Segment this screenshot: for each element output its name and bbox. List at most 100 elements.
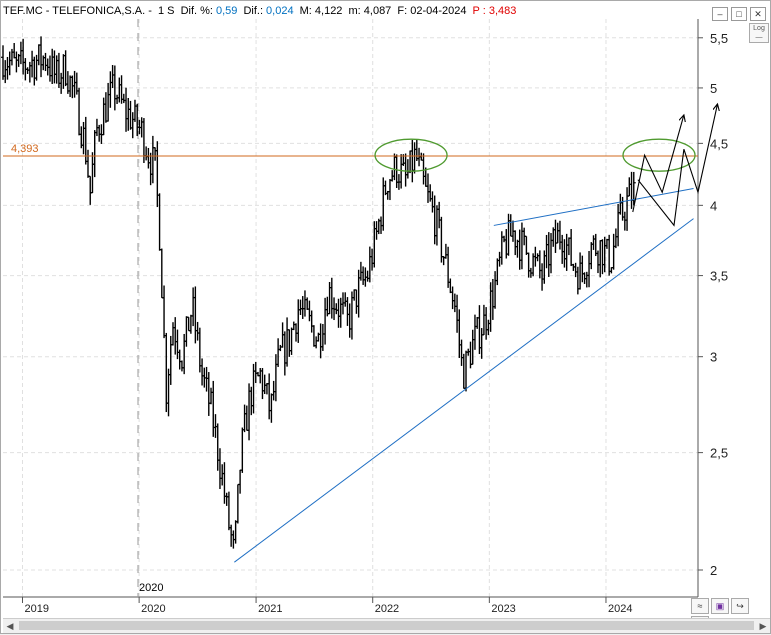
- price-bar: [575, 266, 580, 295]
- price-bar: [314, 336, 319, 349]
- price-bar: [101, 97, 106, 136]
- y-tick-label: 2: [710, 563, 717, 578]
- price-bar: [578, 252, 583, 290]
- price-bar: [305, 297, 310, 310]
- price-bar: [1, 45, 5, 80]
- close-icon[interactable]: ✕: [750, 7, 766, 21]
- price-bar: [535, 253, 540, 262]
- scroll-right-icon[interactable]: ▶: [759, 621, 767, 631]
- price-bar: [560, 234, 565, 264]
- price-bar: [209, 387, 214, 405]
- dif-value: 0,024: [266, 5, 294, 17]
- horizontal-scrollbar[interactable]: ◀ ▶: [3, 618, 770, 633]
- price-bar: [36, 44, 41, 66]
- price-bar: [549, 233, 554, 274]
- price-bar: [289, 327, 294, 355]
- price-bar: [419, 152, 424, 161]
- price-bar: [200, 358, 205, 386]
- y-tick-labels: 2 2,5 3 3,5 4 4,5 5 5,5: [710, 31, 728, 578]
- price-bar: [370, 248, 375, 271]
- price-bar: [493, 271, 498, 309]
- price-bar: [238, 469, 243, 494]
- price-bar: [43, 52, 48, 72]
- x-tick-label: 2023: [491, 603, 515, 615]
- price-bar: [193, 286, 198, 344]
- date-label: F: 02-04-2024: [397, 5, 467, 17]
- price-bar: [452, 293, 457, 313]
- minimize-icon[interactable]: –: [712, 7, 728, 21]
- price-bar: [294, 323, 299, 342]
- price-bar: [50, 48, 55, 85]
- price-bar: [448, 278, 453, 294]
- y-tick-label: 3: [710, 350, 717, 365]
- price-bar: [164, 332, 169, 413]
- price-bar: [499, 231, 504, 265]
- price-bar: [267, 373, 272, 420]
- scroll-left-icon[interactable]: ◀: [6, 621, 14, 631]
- price-bar: [9, 48, 14, 66]
- price-bar: [580, 255, 585, 283]
- quote-header: TEF.MC - TELEFONICA,S.A. - 1 S Dif. %: 0,…: [3, 3, 768, 19]
- fit-icon[interactable]: ≈: [691, 598, 709, 614]
- price-bar: [217, 448, 222, 490]
- price-bar: [327, 282, 332, 315]
- price-bar: [566, 237, 571, 256]
- maximize-icon[interactable]: □: [731, 7, 747, 21]
- price-bar: [260, 368, 265, 400]
- price-bar: [27, 61, 32, 83]
- ticker-label: TEF.MC - TELEFONICA,S.A. -: [3, 5, 152, 17]
- price-bar: [553, 219, 558, 253]
- pin-icon[interactable]: ↪: [731, 598, 749, 614]
- price-bar: [269, 393, 274, 423]
- price-bar: [273, 354, 278, 402]
- x-tick-label: 2019: [24, 603, 48, 615]
- price-bar: [524, 235, 529, 255]
- price-bar: [282, 331, 287, 376]
- price-bar: [459, 339, 464, 366]
- price-bar: [600, 239, 605, 275]
- price-bar: [394, 154, 399, 188]
- price-bar: [385, 190, 390, 200]
- y-tick-label: 2,5: [710, 446, 728, 461]
- price-bar: [173, 317, 178, 355]
- price-bar: [513, 230, 518, 256]
- price-bar: [88, 175, 93, 205]
- price-bar: [135, 103, 140, 137]
- price-bar: [374, 221, 379, 240]
- price-bar: [587, 250, 592, 288]
- price-bar: [622, 211, 627, 231]
- x-tick-label: 2021: [258, 603, 282, 615]
- price-bar: [607, 234, 612, 276]
- price-bar: [235, 483, 240, 524]
- price-bar: [72, 70, 77, 98]
- price-bar: [162, 285, 167, 339]
- price-bar: [258, 368, 263, 384]
- price-bar: [226, 491, 231, 531]
- price-bar: [18, 41, 23, 65]
- scroll-thumb[interactable]: [19, 621, 754, 630]
- price-bar: [170, 322, 175, 346]
- price-bar: [450, 286, 455, 310]
- price-bar: [130, 112, 135, 139]
- price-bar: [405, 159, 410, 179]
- price-bar: [356, 269, 361, 318]
- max-label: M: 4,122: [299, 5, 343, 17]
- price-bar: [278, 344, 283, 352]
- price-bar: [466, 348, 471, 356]
- price-bar: [220, 464, 225, 486]
- price-bar: [302, 290, 307, 317]
- price-bar: [291, 321, 296, 331]
- save-icon[interactable]: ▣: [711, 598, 729, 614]
- highlight-ellipse: [622, 138, 696, 172]
- price-bar: [155, 141, 160, 208]
- min-label: m: 4,087: [348, 5, 392, 17]
- price-bar: [177, 349, 182, 370]
- log-scale-button[interactable]: Log —: [749, 23, 769, 43]
- y-tick-label: 3,5: [710, 269, 728, 284]
- price-bar: [352, 289, 357, 301]
- price-bar: [146, 147, 151, 169]
- price-bar: [182, 333, 187, 375]
- price-bar: [106, 82, 111, 122]
